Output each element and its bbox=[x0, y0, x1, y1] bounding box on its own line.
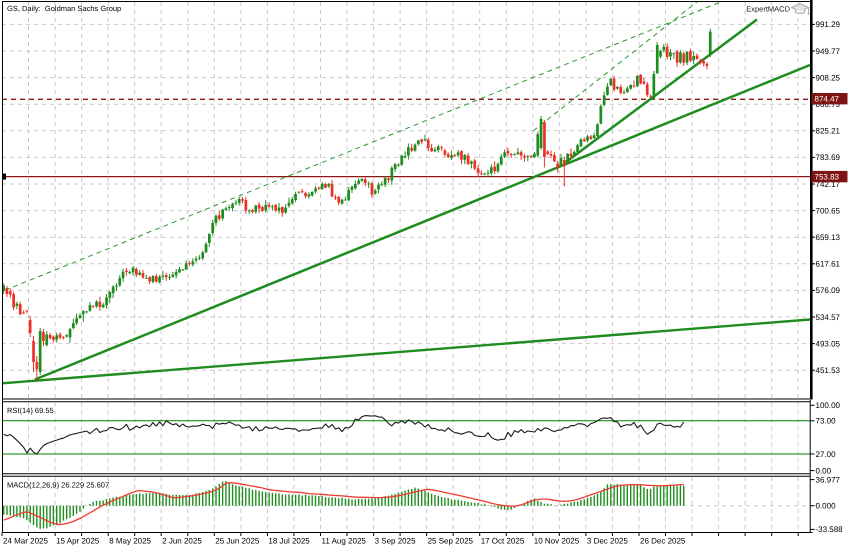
svg-text:0.000: 0.000 bbox=[816, 502, 837, 511]
svg-text:576.09: 576.09 bbox=[816, 286, 841, 295]
svg-text:-33.588: -33.588 bbox=[816, 525, 844, 534]
svg-text:0.00: 0.00 bbox=[816, 466, 832, 475]
svg-text:825.21: 825.21 bbox=[816, 127, 841, 136]
svg-text:15 Apr 2025: 15 Apr 2025 bbox=[56, 537, 100, 546]
svg-text:3 Dec 2025: 3 Dec 2025 bbox=[587, 537, 628, 546]
svg-text:73.00: 73.00 bbox=[816, 417, 837, 426]
svg-text:24 Mar 2025: 24 Mar 2025 bbox=[3, 537, 48, 546]
svg-text:949.77: 949.77 bbox=[816, 47, 841, 56]
svg-text:534.57: 534.57 bbox=[816, 313, 841, 322]
svg-text:908.25: 908.25 bbox=[816, 73, 841, 82]
svg-text:18 Jul 2025: 18 Jul 2025 bbox=[268, 537, 310, 546]
svg-text:866.73: 866.73 bbox=[816, 100, 841, 109]
svg-text:991.29: 991.29 bbox=[816, 20, 841, 29]
svg-text:753.83: 753.83 bbox=[815, 173, 840, 182]
svg-text:ExpertMACD: ExpertMACD bbox=[746, 5, 790, 14]
svg-text:27.00: 27.00 bbox=[816, 450, 837, 459]
svg-text:451.53: 451.53 bbox=[816, 366, 841, 375]
svg-text:MACD(12,26,9) 26.229 25.607: MACD(12,26,9) 26.229 25.607 bbox=[7, 481, 109, 490]
svg-text:2 Jun 2025: 2 Jun 2025 bbox=[162, 537, 202, 546]
svg-text:GS, Daily: Goldman Sachs Grou: GS, Daily: Goldman Sachs Group bbox=[7, 4, 121, 13]
svg-text:742.17: 742.17 bbox=[816, 180, 841, 189]
svg-text:11 Aug 2025: 11 Aug 2025 bbox=[322, 537, 367, 546]
svg-text:25 Sep 2025: 25 Sep 2025 bbox=[428, 537, 474, 546]
svg-text:100.00: 100.00 bbox=[816, 401, 841, 410]
svg-text:26 Dec 2025: 26 Dec 2025 bbox=[640, 537, 686, 546]
svg-text:36.977: 36.977 bbox=[816, 475, 841, 484]
svg-text:783.69: 783.69 bbox=[816, 153, 841, 162]
svg-text:8 May 2025: 8 May 2025 bbox=[109, 537, 151, 546]
svg-text:3 Sep 2025: 3 Sep 2025 bbox=[375, 537, 416, 546]
svg-text:493.05: 493.05 bbox=[816, 339, 841, 348]
svg-text:874.47: 874.47 bbox=[815, 95, 840, 104]
svg-text:617.61: 617.61 bbox=[816, 260, 841, 269]
svg-text:659.13: 659.13 bbox=[816, 233, 841, 242]
svg-text:700.65: 700.65 bbox=[816, 206, 841, 215]
svg-text:17 Oct 2025: 17 Oct 2025 bbox=[481, 537, 525, 546]
svg-text:25 Jun 2025: 25 Jun 2025 bbox=[215, 537, 260, 546]
svg-text:10 Nov 2025: 10 Nov 2025 bbox=[534, 537, 580, 546]
svg-text:RSI(14) 69.55: RSI(14) 69.55 bbox=[7, 406, 54, 415]
